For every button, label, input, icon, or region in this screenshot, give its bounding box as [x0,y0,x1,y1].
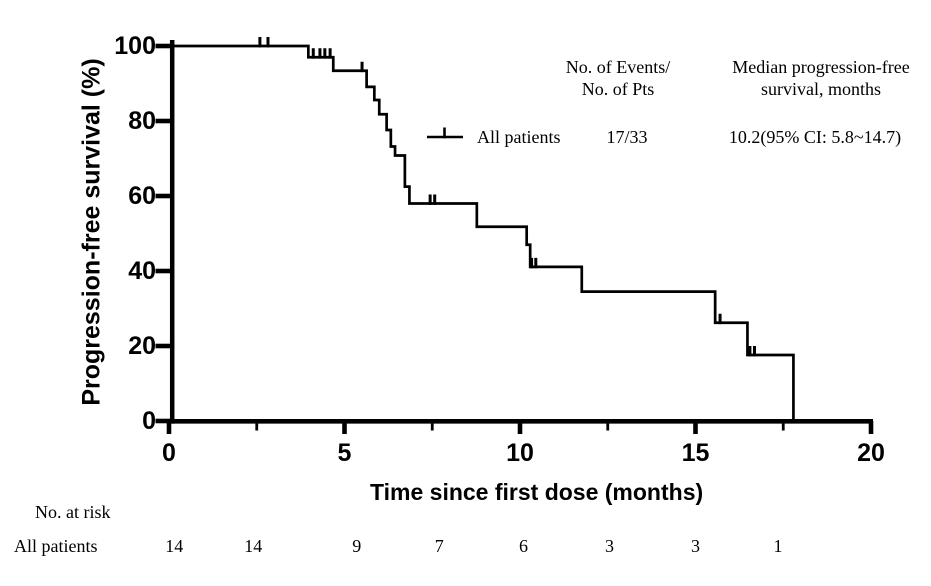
legend-series-events: 17/33 [606,127,648,147]
x-tick-label-15: 15 [681,439,710,467]
at-risk-count-3: 7 [434,536,444,556]
at-risk-count-0: 14 [165,536,184,556]
x-tick-label-20: 20 [857,439,885,467]
legend-series-label: All patients [477,127,561,147]
y-tick-label-0: 0 [142,407,156,435]
at-risk-count-7: 1 [773,536,783,556]
legend-events-header: No. of Events/ No. of Pts [513,56,723,100]
legend-median-header: Median progression-free survival, months [696,56,931,100]
y-tick-label-100: 100 [114,32,156,60]
at-risk-header: No. at risk [35,502,111,522]
x-tick-label-5: 5 [337,439,352,467]
at-risk-count-1: 14 [244,536,263,556]
y-tick-label-40: 40 [128,257,156,285]
x-tick-label-10: 10 [506,439,534,467]
x-axis-title: Time since first dose (months) [370,479,704,505]
km-curve-all-patients [169,44,795,421]
at-risk-count-6: 3 [691,536,700,556]
y-tick-label-80: 80 [128,107,156,135]
legend-median-header-line1: Median progression-free [732,57,910,77]
legend-series-median: 10.2(95% CI: 5.8~14.7) [728,127,902,147]
at-risk-row-label: All patients [14,536,98,556]
x-tick-label-0: 0 [162,439,176,467]
at-risk-count-2: 9 [352,536,362,556]
legend-median-header-line2: survival, months [761,79,881,99]
legend-events-header-line1: No. of Events/ [565,57,671,77]
legend-events-header-line2: No. of Pts [581,79,655,99]
y-tick-label-20: 20 [128,332,156,360]
at-risk-count-5: 3 [605,536,614,556]
at-risk-count-4: 6 [519,536,528,556]
y-tick-label-60: 60 [128,182,156,210]
